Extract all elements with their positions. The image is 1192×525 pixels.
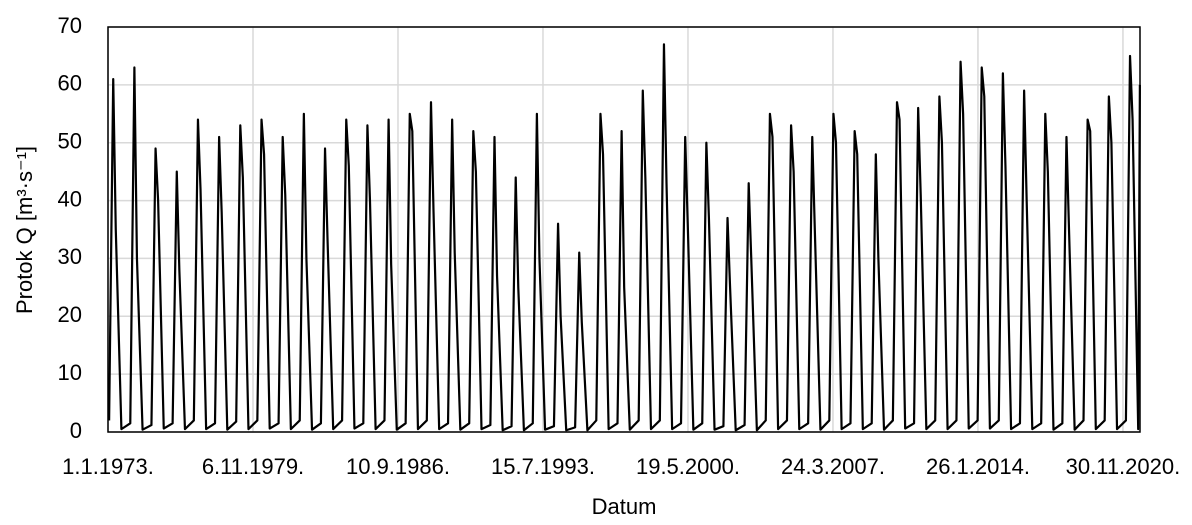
y-tick-label: 30 — [58, 244, 82, 269]
y-tick-label: 0 — [70, 418, 82, 443]
plot-border — [107, 26, 1141, 433]
series-line — [108, 43, 1141, 432]
x-axis-label: Datum — [592, 494, 657, 519]
y-tick-label: 20 — [58, 302, 82, 327]
y-tick-label: 60 — [58, 71, 82, 96]
x-tick-label: 19.5.2000. — [636, 454, 740, 479]
x-tick-label: 6.11.1979. — [202, 454, 304, 479]
x-tick-label: 30.11.2020. — [1066, 454, 1181, 479]
x-tick-label: 1.1.1973. — [62, 454, 154, 479]
y-tick-label: 40 — [58, 186, 82, 211]
y-tick-label: 50 — [58, 129, 82, 154]
x-tick-label: 15.7.1993. — [491, 454, 595, 479]
x-tick-label: 26.1.2014. — [926, 454, 1030, 479]
y-tick-label: 70 — [58, 13, 82, 38]
y-tick-label: 10 — [58, 360, 82, 385]
y-axis-label: Protok Q [m³·s⁻¹] — [12, 146, 37, 314]
x-tick-label: 24.3.2007. — [781, 454, 885, 479]
x-tick-label: 10.9.1986. — [346, 454, 450, 479]
